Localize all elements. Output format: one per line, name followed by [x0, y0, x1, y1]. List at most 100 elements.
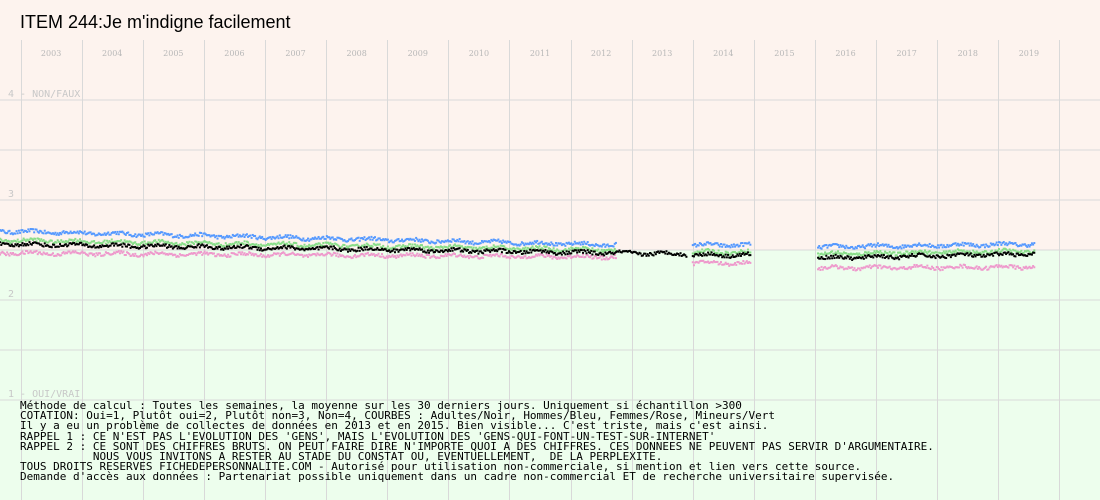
data-point — [207, 253, 210, 256]
data-point — [597, 248, 600, 251]
data-point — [1008, 241, 1011, 244]
data-point — [535, 245, 538, 248]
data-point — [151, 241, 154, 244]
data-point — [735, 263, 738, 266]
data-point — [140, 253, 143, 256]
data-point — [905, 250, 908, 253]
data-point — [954, 266, 957, 269]
data-point — [134, 252, 137, 255]
data-point — [251, 233, 254, 236]
data-point — [151, 245, 154, 248]
data-point — [3, 242, 6, 245]
data-point — [344, 256, 347, 259]
data-point — [954, 249, 957, 252]
data-point — [270, 254, 273, 257]
data-point — [916, 243, 919, 246]
data-point — [924, 266, 926, 269]
data-point — [442, 247, 445, 250]
data-point — [197, 251, 200, 254]
data-point — [893, 246, 896, 249]
data-point — [482, 256, 485, 259]
data-point — [150, 243, 153, 246]
data-point — [315, 254, 318, 257]
data-point — [57, 240, 60, 243]
data-point — [464, 248, 467, 251]
data-point — [248, 251, 251, 254]
data-point — [395, 245, 398, 248]
data-point — [631, 251, 634, 254]
data-point — [156, 231, 159, 234]
data-point — [234, 241, 237, 244]
data-point — [695, 252, 698, 255]
data-point — [457, 244, 460, 247]
data-point — [942, 244, 945, 247]
data-point — [265, 248, 268, 251]
data-point — [315, 242, 318, 245]
data-point — [127, 240, 130, 243]
data-point — [476, 242, 479, 245]
data-point — [603, 243, 606, 246]
data-point — [462, 255, 465, 258]
data-point — [371, 248, 374, 251]
data-point — [284, 253, 287, 256]
data-point — [962, 244, 965, 247]
data-point — [436, 256, 439, 259]
data-point — [1008, 253, 1011, 256]
data-point — [437, 239, 440, 242]
data-point — [290, 236, 293, 239]
data-point — [270, 248, 273, 251]
data-point — [505, 251, 508, 254]
data-point — [838, 256, 841, 259]
data-point — [596, 249, 599, 252]
data-point — [865, 244, 868, 247]
data-point — [338, 247, 341, 250]
data-point — [157, 252, 160, 255]
data-point — [729, 256, 732, 259]
data-point — [849, 246, 852, 249]
data-point — [549, 244, 552, 247]
data-point — [269, 242, 272, 245]
data-point — [432, 254, 435, 257]
data-point — [84, 241, 87, 244]
data-point — [140, 242, 143, 245]
data-point — [303, 254, 306, 257]
data-point — [317, 235, 320, 238]
data-point — [110, 242, 113, 245]
data-point — [925, 266, 928, 269]
data-point — [1029, 267, 1032, 270]
data-point — [478, 257, 481, 260]
data-point — [996, 266, 999, 269]
data-point — [840, 266, 843, 269]
data-point — [114, 242, 117, 245]
data-point — [483, 253, 486, 256]
data-point — [329, 245, 332, 248]
data-point — [101, 242, 104, 245]
data-point — [54, 231, 57, 234]
data-point — [326, 241, 329, 244]
data-point — [138, 233, 141, 236]
data-point — [4, 254, 7, 257]
data-point — [235, 234, 238, 237]
data-point — [958, 252, 961, 255]
data-point — [614, 251, 617, 254]
data-point — [943, 246, 946, 249]
data-point — [563, 243, 566, 246]
data-point — [896, 267, 899, 270]
data-point — [605, 249, 608, 252]
data-point — [143, 245, 146, 248]
data-point — [217, 245, 220, 248]
data-point — [731, 254, 734, 257]
data-point — [163, 232, 166, 235]
data-point — [113, 231, 116, 234]
data-point — [865, 256, 868, 259]
data-point — [171, 247, 174, 250]
data-point — [862, 246, 865, 249]
data-point — [268, 236, 271, 239]
data-point — [978, 253, 981, 256]
data-point — [598, 251, 601, 254]
data-point — [892, 251, 895, 254]
data-point — [583, 240, 586, 243]
data-point — [222, 248, 225, 251]
data-point — [732, 251, 735, 254]
data-point — [1007, 242, 1010, 245]
